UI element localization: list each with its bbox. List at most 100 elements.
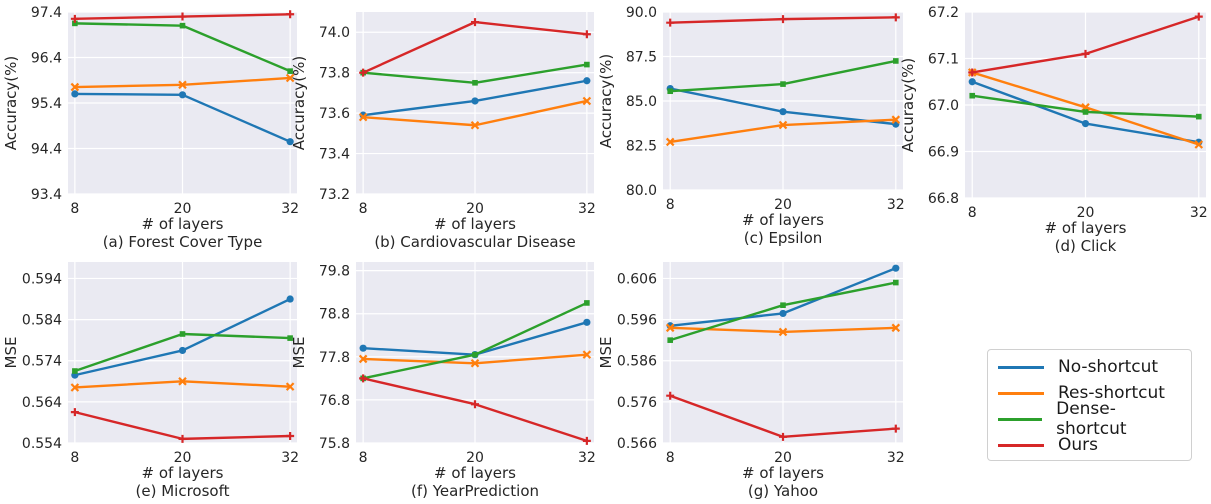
data-point-dense-shortcut (969, 92, 976, 99)
x-axis-label: # of layers (742, 211, 824, 229)
x-tick-label: 20 (466, 201, 484, 217)
data-point-res-shortcut (358, 112, 368, 122)
data-point-ours (359, 374, 368, 383)
y-tick-label: 94.4 (31, 142, 62, 158)
y-tick-label: 73.8 (319, 66, 350, 82)
x-tick-label: 32 (281, 201, 299, 217)
chart-caption: (e) Microsoft (136, 482, 230, 500)
y-tick-label: 96.4 (31, 51, 62, 67)
data-point-res-shortcut (582, 350, 592, 359)
legend-label: Res-shortcut (1058, 383, 1165, 403)
x-tick-label: 20 (774, 450, 792, 466)
data-point-ours (178, 12, 187, 21)
data-point-dense-shortcut (472, 79, 478, 86)
data-point-ours (1194, 12, 1203, 21)
y-tick-label: 0.576 (617, 395, 657, 411)
x-tick-label: 8 (359, 450, 368, 466)
data-point-ours (891, 424, 900, 433)
x-tick-label: 20 (774, 197, 792, 213)
chart-panel: 66.8 66.9 67.0 67.1 67.2 8 20 32 # of layers(d) … (899, 5, 1208, 255)
data-point-dense-shortcut (1195, 113, 1202, 120)
data-point-res-shortcut (778, 327, 788, 337)
y-tick-label: 0.594 (22, 271, 62, 287)
chart-panel: 0.554 0.564 0.574 0.584 0.594 8 20 32 # of layer… (2, 262, 299, 500)
y-axis-label: MSE (2, 337, 20, 369)
data-point-res-shortcut (665, 137, 675, 147)
y-tick-label: 75.8 (319, 436, 350, 452)
x-tick-label: 8 (70, 201, 79, 217)
data-point-dense-shortcut (584, 300, 590, 306)
x-axis-label: # of layers (1044, 219, 1126, 237)
x-tick-label: 32 (578, 201, 596, 217)
data-point-dense-shortcut (893, 58, 899, 64)
legend-swatch-dense-shortcut (998, 417, 1043, 421)
y-tick-label: 0.596 (617, 313, 657, 329)
x-tick-label: 32 (578, 450, 596, 466)
legend: No-shortcut Res-shortcut Dense-shortcut … (987, 349, 1192, 461)
chart-caption: (c) Epsilon (744, 229, 823, 247)
x-tick-label: 8 (666, 197, 675, 213)
y-tick-label: 0.606 (617, 271, 657, 287)
data-point-ours (286, 432, 295, 441)
data-point-dense-shortcut (179, 331, 186, 337)
y-axis-label: Accuracy(%) (2, 56, 20, 150)
data-point-no-shortcut (471, 97, 479, 105)
x-axis-label: # of layers (434, 215, 516, 233)
data-point-dense-shortcut (893, 279, 899, 286)
x-tick-label: 8 (968, 205, 977, 221)
data-point-dense-shortcut (780, 81, 786, 87)
y-tick-label: 77.8 (319, 350, 350, 366)
y-tick-label: 0.564 (22, 395, 62, 411)
data-point-res-shortcut (470, 358, 480, 368)
chart-caption: (g) Yahoo (748, 482, 818, 500)
y-tick-label: 74.0 (319, 25, 350, 41)
data-point-dense-shortcut (179, 22, 186, 29)
chart-panel: 0.566 0.576 0.586 0.596 0.606 8 20 32 # of layer… (597, 262, 905, 500)
x-tick-label: 8 (359, 201, 368, 217)
chart-caption: (a) Forest Cover Type (103, 233, 263, 251)
data-point-ours (70, 14, 79, 23)
x-tick-label: 20 (466, 450, 484, 466)
legend-item: Dense-shortcut (998, 399, 1181, 439)
data-point-res-shortcut (470, 120, 480, 130)
y-axis-label: Accuracy(%) (899, 58, 917, 152)
y-axis-label: MSE (597, 337, 615, 369)
x-axis-label: # of layers (742, 464, 824, 482)
data-point-ours (779, 15, 787, 24)
y-tick-label: 90.0 (626, 5, 657, 21)
x-tick-label: 32 (887, 197, 905, 213)
y-tick-label: 0.554 (22, 436, 62, 452)
data-point-res-shortcut (891, 323, 901, 333)
data-point-no-shortcut (892, 264, 900, 272)
data-point-dense-shortcut (472, 351, 478, 358)
data-point-res-shortcut (178, 80, 187, 90)
legend-item: Res-shortcut (998, 380, 1181, 406)
chart-panel: 80.0 82.5 85.0 87.5 90.0 8 20 32 # of layers(c) … (597, 5, 905, 247)
data-point-dense-shortcut (287, 68, 293, 74)
y-tick-label: 97.4 (31, 5, 62, 21)
data-point-ours (582, 30, 591, 39)
y-tick-label: 67.0 (928, 98, 959, 114)
x-tick-label: 8 (666, 450, 675, 466)
y-tick-label: 73.2 (319, 187, 350, 203)
y-tick-label: 78.8 (319, 307, 350, 323)
y-tick-label: 73.6 (319, 106, 350, 122)
data-point-ours (666, 391, 675, 400)
chart-caption: (f) YearPrediction (411, 482, 539, 500)
data-point-res-shortcut (358, 354, 368, 364)
y-tick-label: 67.1 (928, 52, 959, 68)
y-tick-label: 76.8 (319, 393, 350, 409)
data-point-dense-shortcut (667, 337, 673, 343)
y-tick-label: 66.9 (928, 145, 959, 161)
data-point-dense-shortcut (1082, 109, 1089, 115)
data-point-no-shortcut (779, 108, 787, 116)
data-point-res-shortcut (285, 382, 295, 391)
x-tick-label: 32 (1190, 205, 1208, 221)
data-point-no-shortcut (71, 90, 79, 98)
legend-label: Ours (1058, 435, 1099, 455)
x-axis-label: # of layers (434, 464, 516, 482)
data-point-no-shortcut (968, 78, 976, 86)
x-axis-label: # of layers (141, 464, 223, 482)
data-point-ours (582, 436, 591, 445)
